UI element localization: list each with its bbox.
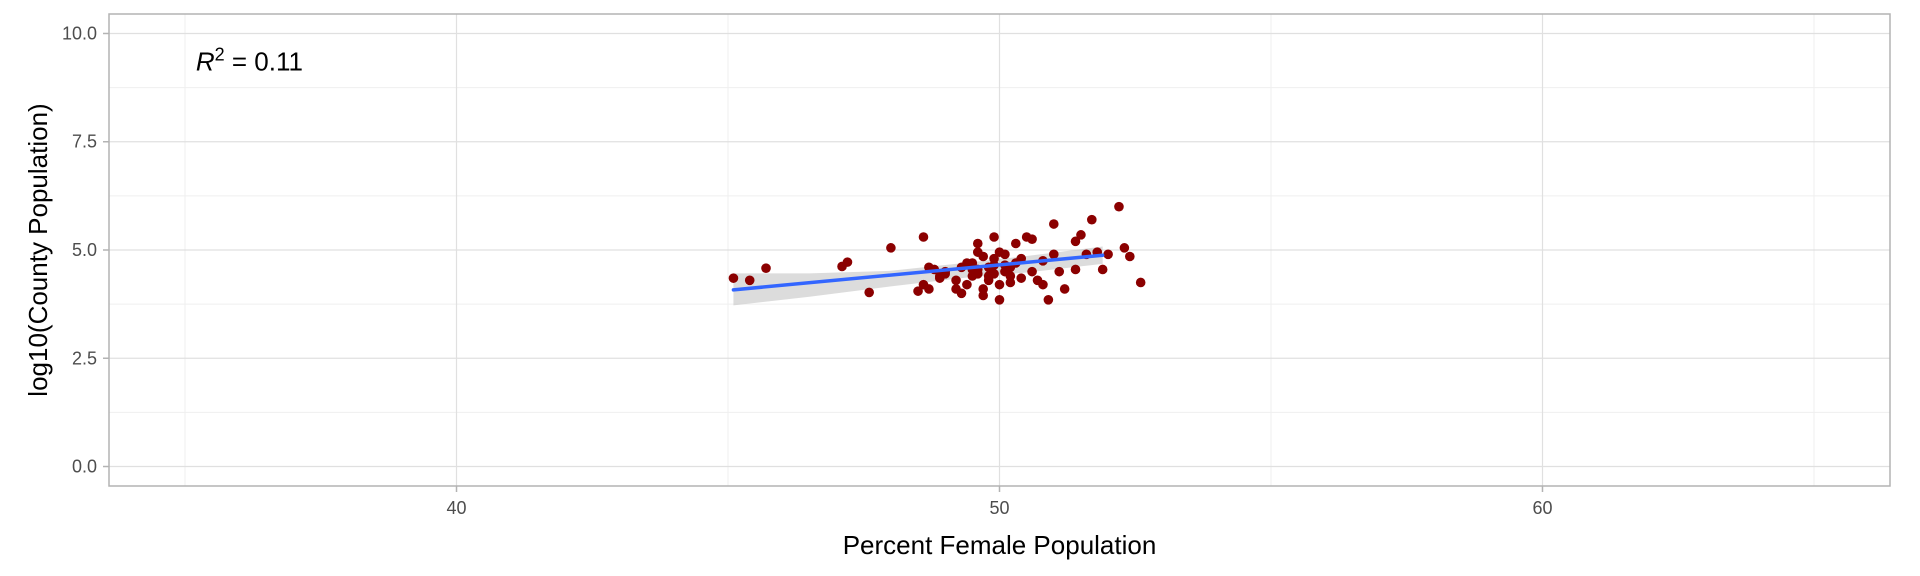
tick-labels: 40 50 60 0.0 2.5 5.0 7.5 10.0 xyxy=(62,23,1553,518)
data-point xyxy=(918,279,929,290)
data-point xyxy=(864,287,874,298)
y-tick-label: 2.5 xyxy=(72,348,97,368)
y-axis-title: log10(County Population) xyxy=(23,103,53,396)
y-tick-label: 7.5 xyxy=(72,132,97,152)
data-point xyxy=(1070,236,1081,247)
data-point xyxy=(1125,251,1135,262)
data-point xyxy=(989,232,999,242)
data-point xyxy=(1097,264,1108,275)
r-squared-annotation: R2 = 0.11 xyxy=(196,45,303,77)
data-point xyxy=(1059,284,1070,294)
y-tick-label: 5.0 xyxy=(72,240,97,260)
data-point xyxy=(951,284,961,294)
data-point xyxy=(1087,214,1097,225)
data-point xyxy=(1038,279,1048,290)
y-tick-label: 0.0 xyxy=(72,457,97,477)
r-squared-superscript: 2 xyxy=(215,45,225,65)
data-point xyxy=(994,294,1005,305)
data-point xyxy=(1048,219,1059,229)
data-point xyxy=(1135,277,1146,288)
r-squared-value: = 0.11 xyxy=(225,47,303,77)
x-tick-label: 40 xyxy=(446,498,466,518)
data-point xyxy=(994,279,1005,290)
data-point xyxy=(842,257,853,267)
data-point xyxy=(918,232,929,242)
data-point xyxy=(1114,201,1124,212)
data-point xyxy=(886,243,896,253)
data-point xyxy=(1054,266,1065,277)
y-tick-label: 10.0 xyxy=(62,23,97,43)
confidence-ribbon xyxy=(733,246,1103,306)
data-point xyxy=(1076,230,1086,240)
data-point xyxy=(1000,249,1010,260)
data-point xyxy=(1027,234,1037,244)
data-point xyxy=(1027,266,1037,277)
data-point xyxy=(1016,273,1027,283)
data-point xyxy=(978,251,989,262)
data-point xyxy=(972,238,983,249)
data-point xyxy=(972,269,983,279)
data-point xyxy=(728,273,739,283)
confidence-ribbon-layer xyxy=(733,246,1103,306)
data-point xyxy=(934,271,945,281)
data-point xyxy=(1010,238,1021,249)
fit-line xyxy=(731,253,1105,292)
data-point xyxy=(1043,294,1054,305)
x-axis-title: Percent Female Population xyxy=(843,530,1157,560)
data-point xyxy=(1103,249,1113,260)
fit-line-layer xyxy=(731,253,1105,292)
data-point xyxy=(1048,249,1059,260)
x-tick-label: 50 xyxy=(989,498,1009,518)
data-point xyxy=(913,286,923,296)
x-tick-label: 60 xyxy=(1532,498,1552,518)
data-point xyxy=(1005,277,1016,288)
data-point xyxy=(1119,243,1130,253)
data-point xyxy=(761,263,771,273)
data-point xyxy=(744,275,755,286)
data-points xyxy=(728,201,1146,305)
data-point xyxy=(962,258,972,268)
data-point xyxy=(1070,264,1081,275)
data-point xyxy=(962,279,972,290)
data-point xyxy=(978,290,989,301)
data-point xyxy=(951,275,961,286)
r-squared-symbol: R xyxy=(196,47,215,77)
data-point xyxy=(983,271,994,281)
